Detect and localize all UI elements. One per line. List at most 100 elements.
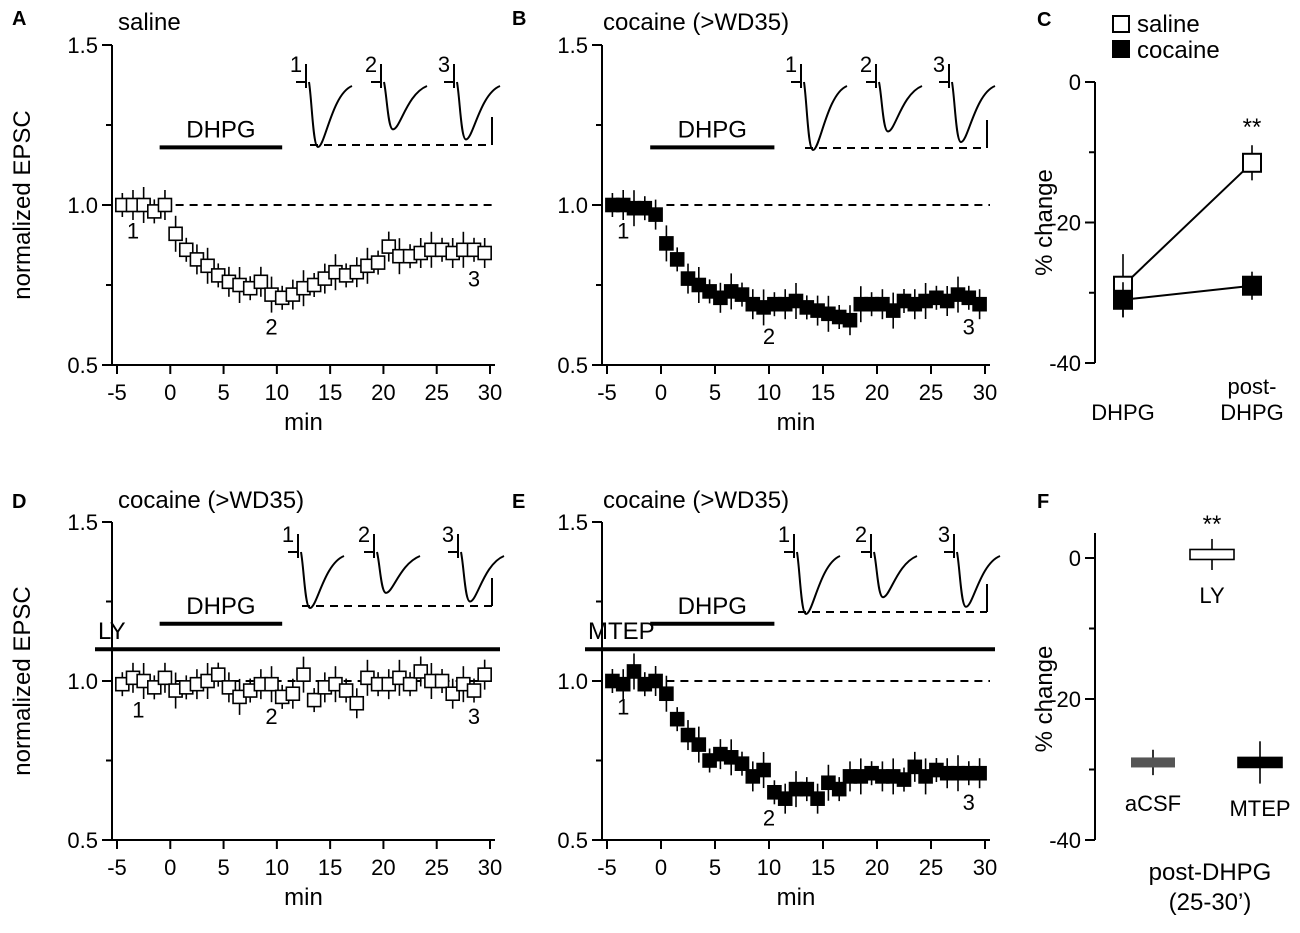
x-tick-label: 15	[811, 380, 835, 405]
epsc-trace-1: 1	[778, 522, 841, 616]
x-category-label: DHPG	[1091, 400, 1155, 425]
data-point	[777, 791, 793, 806]
x-tick-label: 10	[265, 855, 289, 880]
data-point	[842, 312, 858, 328]
x-tick-label: 0	[164, 380, 176, 405]
data-point	[885, 303, 901, 318]
trace-waveform	[861, 534, 918, 599]
epsc-trace-2: 2	[365, 52, 428, 131]
time-point-label: 3	[468, 267, 480, 292]
panel-title: cocaine (>WD35)	[118, 487, 304, 514]
x-tick-label: 30	[973, 380, 997, 405]
data-point	[477, 245, 492, 261]
legend-label-saline: saline	[1137, 11, 1200, 38]
x-tick-label: 25	[424, 380, 448, 405]
y-axis-label: normalized EPSC	[9, 586, 36, 775]
time-point-label: 3	[468, 704, 480, 729]
panel-letter: D	[12, 491, 26, 513]
trace-label: 3	[938, 522, 950, 547]
trace-label: 1	[290, 52, 302, 77]
data-point	[831, 781, 847, 797]
y-tick-label: 1.0	[557, 193, 588, 218]
data-point	[691, 737, 707, 752]
y-axis-label: % change	[1031, 646, 1058, 753]
data-point	[466, 683, 482, 698]
epsc-trace-3: 3	[438, 52, 501, 141]
x-category-label: DHPG	[1220, 400, 1284, 425]
time-point-label: 3	[963, 315, 975, 340]
time-point-label: 1	[132, 698, 144, 723]
trace-label: 2	[365, 52, 377, 77]
panel-title: saline	[118, 9, 181, 36]
y-tick-label: 1.0	[557, 669, 588, 694]
x-tick-label: 0	[655, 855, 667, 880]
x-tick-label: 15	[811, 855, 835, 880]
x-tick-label: 5	[217, 380, 229, 405]
time-point-label: 2	[265, 315, 277, 340]
epsc-trace-3: 3	[933, 52, 996, 144]
panel-F: F 0 -20 -40 % change aCSF LY MTEP ** post-DHPG (25…	[1031, 491, 1291, 916]
x-tick-label: 15	[318, 855, 342, 880]
category-label: MTEP	[1229, 796, 1290, 821]
trace-waveform	[371, 64, 428, 131]
value-mark-MTEP	[1237, 756, 1283, 769]
data-point	[147, 680, 162, 695]
y-tick-label: -40	[1049, 351, 1081, 376]
trace-waveform	[784, 534, 841, 616]
epsc-trace-2: 2	[860, 52, 923, 133]
data-point	[626, 664, 642, 679]
panel-letter: B	[512, 8, 526, 30]
value-mark-LY	[1189, 548, 1235, 561]
epsc-trace-2: 2	[358, 522, 421, 594]
trace-label: 2	[860, 52, 872, 77]
data-point	[907, 759, 923, 775]
trace-label: 3	[438, 52, 450, 77]
data-point	[659, 686, 674, 702]
time-point-label: 1	[127, 219, 139, 244]
time-point-label: 2	[265, 704, 277, 729]
x-tick-label: 30	[478, 855, 502, 880]
trace-label: 2	[358, 522, 370, 547]
y-tick-label: 0.5	[67, 828, 98, 853]
data-point	[648, 673, 663, 689]
legend-swatch-saline	[1112, 15, 1130, 33]
panel-D: 0.5 1.0 1.5 -5 0 5 10 15 20 25 30 min normalized EPS…	[9, 487, 505, 911]
data-point	[253, 274, 269, 290]
epsc-trace-1: 1	[282, 522, 345, 610]
data-point	[349, 695, 365, 711]
epsc-trace-1: 1	[290, 52, 353, 149]
y-tick-label: 0.5	[557, 828, 588, 853]
x-tick-label: 20	[371, 855, 395, 880]
x-tick-label: 10	[757, 380, 781, 405]
x-tick-label: 30	[973, 855, 997, 880]
trace-waveform	[444, 64, 501, 141]
y-tick-label: 1.5	[557, 510, 588, 535]
y-tick-label: 0.5	[67, 353, 98, 378]
data-point	[896, 772, 912, 787]
data-point-saline	[1242, 152, 1262, 173]
data-point	[178, 242, 194, 258]
panel-title: cocaine (>WD35)	[603, 487, 789, 514]
data-point	[810, 791, 825, 806]
y-tick-label: 0	[1069, 546, 1081, 571]
y-tick-label: 1.5	[557, 33, 588, 58]
value-mark-aCSF	[1131, 757, 1175, 768]
x-tick-label: 20	[371, 380, 395, 405]
y-axis-label: % change	[1031, 169, 1058, 276]
trace-waveform	[288, 534, 345, 610]
data-point	[200, 258, 215, 274]
x-tick-label: 0	[655, 380, 667, 405]
x-axis-label: min	[777, 409, 816, 436]
drug-bar-label: DHPG	[186, 593, 255, 620]
y-tick-label: 1.5	[67, 33, 98, 58]
panel-letter: E	[512, 491, 525, 513]
data-point	[972, 765, 987, 781]
y-axis-label: normalized EPSC	[9, 110, 36, 299]
trace-label: 3	[933, 52, 945, 77]
panel-letter: A	[12, 8, 26, 30]
panel-title: cocaine (>WD35)	[603, 9, 789, 36]
data-point	[659, 236, 674, 251]
trace-waveform	[296, 64, 353, 149]
series-line-cocaine	[1122, 284, 1253, 301]
